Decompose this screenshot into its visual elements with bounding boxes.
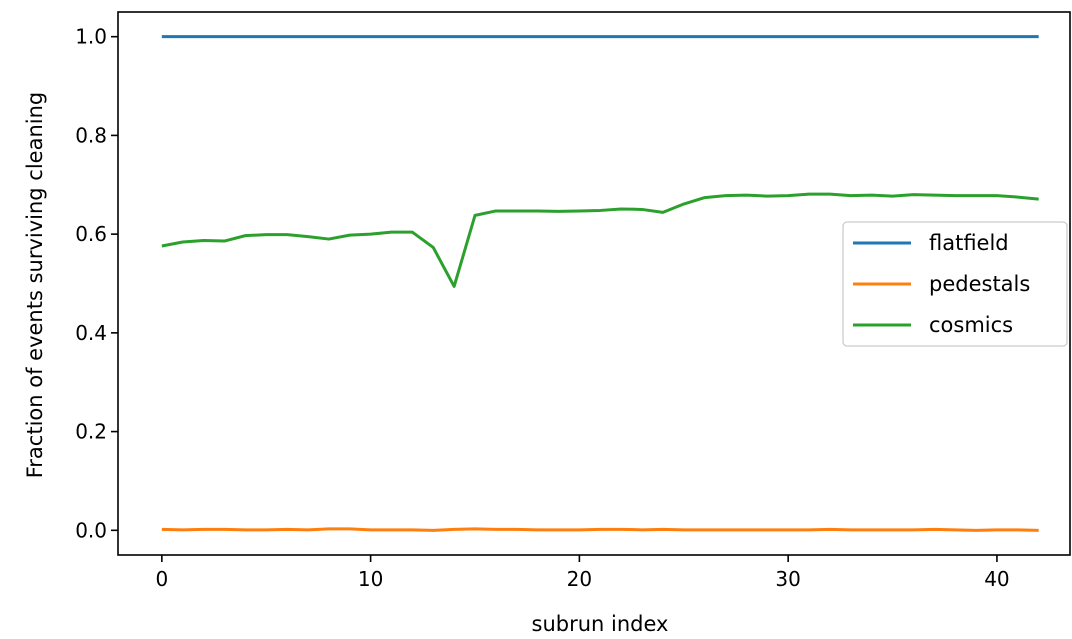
x-tick-label: 20 — [567, 567, 592, 591]
x-tick-label: 30 — [775, 567, 800, 591]
legend-box — [842, 221, 1068, 347]
y-tick-label: 0.2 — [75, 420, 107, 444]
y-tick-label: 0.0 — [75, 518, 107, 542]
y-tick-label: 1.0 — [75, 25, 107, 49]
series-line-pedestals — [161, 527, 1039, 532]
y-tick-label: 0.6 — [75, 222, 107, 246]
y-tick-label: 0.8 — [75, 123, 107, 147]
legend-label-cosmics: cosmics — [929, 313, 1013, 337]
plot-area — [117, 11, 1071, 556]
x-tick-label: 0 — [155, 567, 168, 591]
legend-label-flatfield: flatfield — [929, 231, 1009, 255]
series-lines — [161, 35, 1039, 532]
plot-frame — [117, 11, 1071, 556]
legend-label-pedestals: pedestals — [929, 272, 1030, 296]
y-tick-label: 0.4 — [75, 321, 107, 345]
x-axis-title: subrun index — [532, 612, 669, 636]
x-tick-label: 40 — [984, 567, 1009, 591]
series-line-cosmics — [161, 192, 1039, 288]
x-axis-ticks: 0 10 20 30 40 — [155, 555, 1010, 591]
legend: flatfield pedestals cosmics — [842, 221, 1068, 347]
y-axis-title: Fraction of events surviving cleaning — [23, 92, 47, 479]
y-axis-ticks: 0.0 0.2 0.4 0.6 0.8 1.0 — [75, 25, 118, 542]
x-tick-label: 10 — [358, 567, 383, 591]
